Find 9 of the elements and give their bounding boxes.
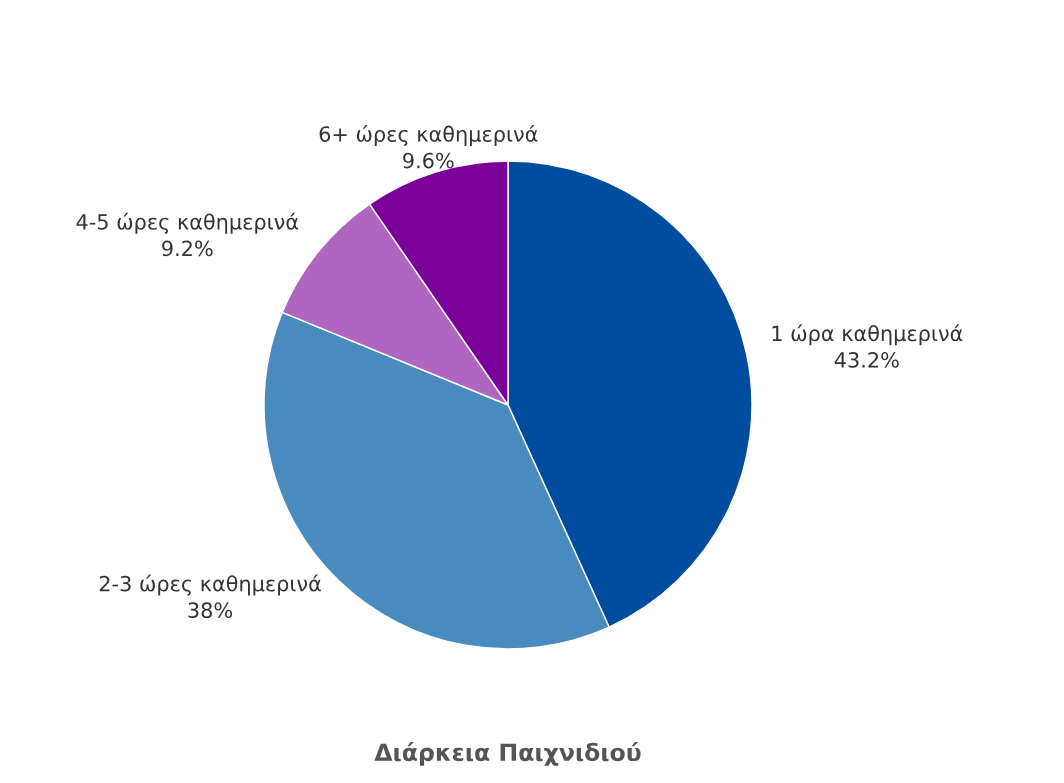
slice-label: 1 ώρα καθημερινά — [772, 324, 963, 346]
data-label: 43.2% — [834, 352, 899, 368]
slice-label: 2-3 ώρες καθημερινά — [99, 574, 321, 596]
data-label: 38% — [188, 602, 233, 619]
text: Διάρκεια Παιχνιδιού — [374, 741, 641, 766]
data-label: 9.6% — [403, 152, 454, 169]
slice-label: 6+ ώρες καθημερινά — [319, 124, 538, 146]
data-label: 9.2% — [162, 240, 213, 257]
slice-label: 4-5 ώρες καθημερινά — [76, 212, 299, 234]
